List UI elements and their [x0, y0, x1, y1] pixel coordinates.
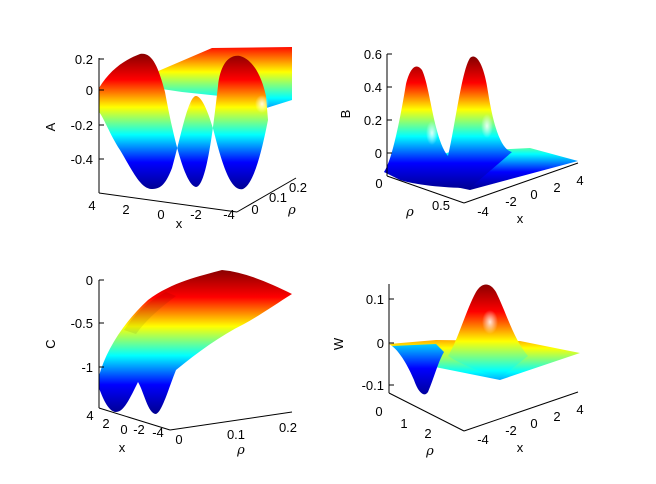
panel-a: 0.2 0 -0.2 -0.4 4 2 0 -2 -4 0 0.1 0.2 A …	[43, 47, 307, 231]
panel-b-highlight	[481, 114, 493, 138]
panel-a-x-tick: 4	[88, 198, 95, 213]
panel-c-z-tick: -1	[81, 360, 93, 375]
panel-b-x-tick: 2	[553, 180, 560, 195]
panel-w-x-label: x	[517, 440, 524, 455]
panel-a-y-tick: 0.2	[289, 180, 307, 195]
panel-c-valley-shade	[124, 292, 176, 334]
panel-c-ticks	[99, 279, 104, 368]
panel-w-y-tick: 1	[400, 416, 407, 431]
panel-w-well	[392, 344, 444, 395]
panel-a-highlight	[255, 95, 269, 113]
panel-b-highlight	[426, 121, 438, 145]
panel-a-ticks	[99, 58, 104, 160]
panel-c-surface	[99, 270, 292, 414]
panel-c-x-tick: -2	[133, 422, 145, 437]
panel-c-y-tick: 0.1	[227, 427, 245, 442]
panel-a-y-tick: 0.1	[269, 190, 287, 205]
panel-a-z-label: A	[43, 122, 58, 131]
panel-w-ticks	[389, 298, 394, 386]
panel-a-x-axis	[98, 192, 238, 213]
panel-b-z-label: B	[338, 110, 353, 119]
panel-b-x-tick: -2	[505, 194, 517, 209]
panel-b-x-tick: 0	[530, 187, 537, 202]
panel-w-y-tick: 0	[375, 404, 382, 419]
panel-b-y-label: ρ	[405, 205, 414, 220]
panel-w-z-tick: 0.1	[366, 292, 384, 307]
panel-c-x-label: x	[119, 440, 126, 455]
panel-a-x-tick: 0	[157, 207, 164, 222]
panel-b-y-tick: 0.5	[432, 198, 450, 213]
panel-b-x-label: x	[517, 211, 524, 226]
panel-c: 0 -0.5 -1 4 2 0 -2 -4 0 0.1 0.2 C x ρ	[43, 270, 297, 458]
panel-w-x-tick: 0	[530, 416, 537, 431]
panel-w-x-axis	[463, 391, 579, 432]
panel-w-z-label: W	[331, 337, 346, 350]
panel-b-x-tick: -4	[477, 204, 489, 219]
panel-b-y-axis	[386, 175, 465, 204]
panel-w-z-tick: -0.1	[362, 378, 384, 393]
panel-c-x-tick: 4	[86, 408, 93, 423]
panel-b-z-tick: 0.6	[364, 47, 382, 62]
panel-a-z-tick: 0	[86, 83, 93, 98]
panel-a-highlight	[172, 95, 192, 113]
panel-w-highlight	[482, 310, 498, 334]
panel-w-x-tick: 2	[553, 409, 560, 424]
panel-w: 0.1 0 -0.1 0 1 2 -4 -2 0 2 4 W ρ x	[331, 284, 584, 459]
panel-a-z-tick: -0.2	[71, 118, 93, 133]
panel-w-y-axis	[388, 392, 465, 432]
panel-c-x-axis	[98, 407, 171, 431]
panel-a-x-label: x	[176, 216, 183, 231]
panel-b-z-tick: 0.4	[364, 80, 382, 95]
panel-a-z-tick: -0.4	[71, 152, 93, 167]
panel-c-y-label: ρ	[236, 443, 245, 458]
panel-a-x-tick: -4	[223, 207, 235, 222]
panel-w-y-tick: 2	[424, 426, 431, 441]
panel-c-x-tick: -4	[152, 425, 164, 440]
panel-c-z-tick: 0	[86, 273, 93, 288]
panel-c-y-tick: 0	[175, 432, 182, 447]
panel-w-x-tick: 4	[576, 402, 583, 417]
panel-b-z-tick: 0	[375, 146, 382, 161]
panel-w-x-tick: -2	[505, 423, 517, 438]
panel-c-x-tick: 0	[120, 422, 127, 437]
panel-b-peaks	[384, 56, 512, 189]
panel-a-y-label: ρ	[287, 203, 296, 218]
panel-c-surface-shape	[99, 270, 292, 414]
panel-a-y-axis	[236, 177, 297, 213]
panel-a-z-tick: 0.2	[75, 52, 93, 67]
panel-b-y-tick: 0	[375, 176, 382, 191]
panel-c-z-label: C	[43, 339, 58, 348]
panel-a-x-tick: 2	[122, 202, 129, 217]
panel-a-surface	[99, 47, 292, 190]
panel-b-x-axis	[463, 162, 579, 204]
panel-a-y-tick: 0	[251, 202, 258, 217]
panel-b-surface	[384, 56, 578, 190]
panel-c-y-tick: 0.2	[279, 420, 297, 435]
panel-b: 0.6 0.4 0.2 0 0 0.5 -4 -2 0 2 4 B ρ x	[338, 47, 584, 226]
panel-b-x-tick: 4	[576, 173, 583, 188]
panel-w-x-tick: -4	[477, 432, 489, 447]
panel-c-z-tick: -0.5	[71, 316, 93, 331]
panel-b-ticks	[387, 53, 392, 154]
panel-c-y-axis	[169, 411, 293, 431]
panel-w-y-label: ρ	[425, 444, 434, 459]
panel-a-x-tick: -2	[190, 207, 202, 222]
panel-b-z-tick: 0.2	[364, 113, 382, 128]
panel-w-z-tick: 0	[377, 336, 384, 351]
panel-c-x-tick: 2	[102, 416, 109, 431]
panel-w-surface	[389, 284, 580, 395]
panel-a-wells	[99, 53, 268, 190]
